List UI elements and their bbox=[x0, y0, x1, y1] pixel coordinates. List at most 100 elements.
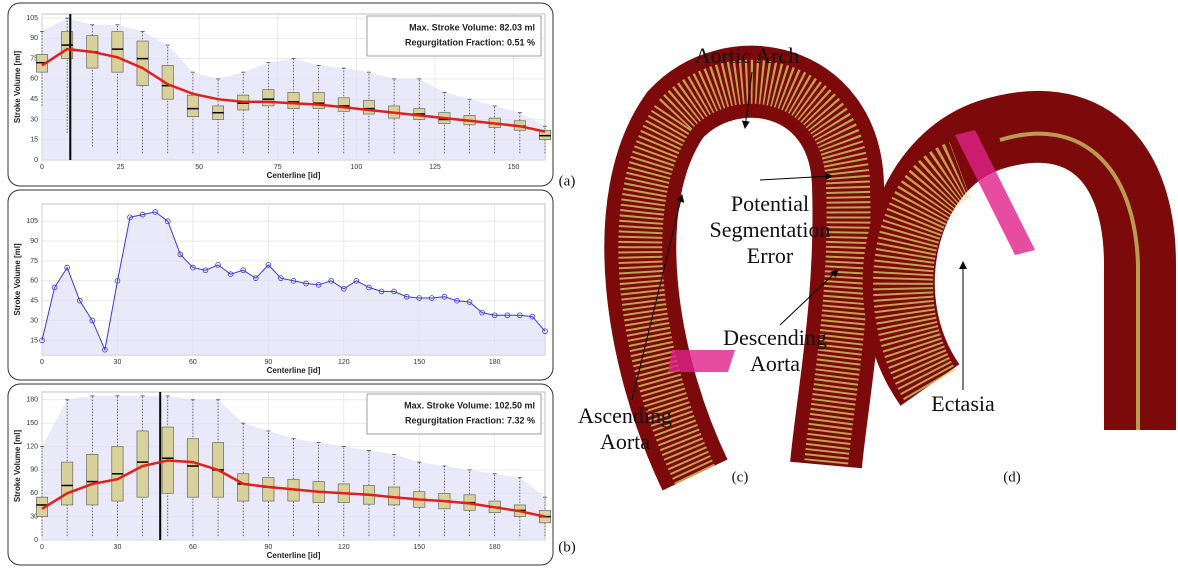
panel-label: (c) bbox=[732, 469, 749, 485]
y-tick-label: 180 bbox=[26, 397, 38, 404]
point bbox=[517, 312, 523, 319]
box bbox=[337, 97, 350, 112]
x-tick-label: 90 bbox=[264, 359, 272, 366]
y-tick-label: 45 bbox=[30, 96, 38, 103]
point bbox=[215, 262, 221, 268]
point bbox=[252, 275, 259, 281]
y-tick-label: 0 bbox=[34, 537, 38, 544]
point bbox=[114, 278, 121, 284]
point bbox=[391, 288, 397, 295]
point bbox=[366, 284, 372, 291]
label-seg-error: Potential bbox=[731, 191, 809, 216]
label-ascending: Aorta bbox=[600, 429, 650, 454]
x-tick-label: 120 bbox=[338, 544, 350, 551]
point bbox=[466, 299, 473, 305]
point bbox=[441, 293, 448, 300]
x-tick-label: 60 bbox=[189, 359, 197, 366]
box bbox=[262, 89, 275, 107]
point bbox=[491, 312, 498, 319]
point bbox=[39, 337, 45, 344]
point bbox=[76, 297, 83, 304]
point bbox=[127, 214, 133, 221]
point bbox=[265, 262, 272, 268]
annotation: Max. Stroke Volume: 102.50 ml bbox=[404, 400, 535, 410]
point bbox=[378, 288, 385, 295]
point bbox=[278, 275, 284, 281]
label-ectasia: Ectasia bbox=[931, 391, 995, 416]
label-ascending: Ascending bbox=[578, 403, 672, 428]
point bbox=[152, 209, 158, 215]
y-tick-label: 90 bbox=[30, 35, 38, 42]
y-tick-label: 30 bbox=[30, 317, 38, 324]
x-axis-label: Centerline [id] bbox=[267, 366, 321, 375]
chart: 0 15 30 45 60 75 90 105 0 25 50 75 100 125 150 Centerli… bbox=[7, 2, 554, 187]
label-aortic-arch: Aortic Arch bbox=[695, 43, 799, 68]
x-axis-label: Centerline [id] bbox=[267, 551, 321, 560]
y-tick-label: 60 bbox=[30, 490, 38, 497]
y-tick-label: 120 bbox=[26, 443, 38, 450]
x-tick-label: 150 bbox=[413, 359, 425, 366]
x-tick-label: 25 bbox=[117, 164, 125, 171]
box bbox=[86, 454, 99, 506]
y-tick-label: 15 bbox=[30, 337, 38, 344]
y-tick-label: 30 bbox=[30, 116, 38, 123]
x-tick-label: 0 bbox=[40, 164, 44, 171]
chart: 15 30 45 60 75 90 105 0 30 60 90 120 150 180 Centerlin… bbox=[7, 189, 554, 381]
point bbox=[353, 278, 360, 284]
chart: 0 30 60 90 120 150 180 0 30 60 90 120 150 180 Centerli… bbox=[7, 383, 554, 566]
y-axis-label: Stroke Volume [ml] bbox=[13, 430, 22, 503]
box bbox=[312, 92, 325, 109]
y-tick-label: 90 bbox=[30, 238, 38, 245]
point bbox=[227, 271, 234, 278]
x-tick-label: 100 bbox=[351, 164, 363, 171]
x-tick-label: 150 bbox=[508, 164, 520, 171]
point bbox=[177, 251, 184, 258]
aorta-render-c bbox=[604, 45, 885, 491]
x-tick-label: 50 bbox=[195, 164, 203, 171]
box bbox=[136, 40, 149, 86]
y-tick-label: 75 bbox=[30, 258, 38, 265]
annotation: Regurgitation Fraction: 0.51 % bbox=[405, 37, 535, 47]
point bbox=[315, 281, 322, 288]
x-tick-label: 125 bbox=[429, 164, 441, 171]
box bbox=[61, 461, 74, 506]
box bbox=[362, 100, 375, 115]
point bbox=[89, 317, 96, 324]
y-tick-label: 105 bbox=[26, 15, 38, 22]
render-annotations: Aortic Arch Potential Segmentation Error… bbox=[558, 43, 1021, 555]
point bbox=[542, 328, 548, 334]
y-tick-label: 75 bbox=[30, 55, 38, 62]
aorta-render-d bbox=[862, 90, 1176, 430]
x-tick-label: 0 bbox=[40, 544, 44, 551]
box bbox=[186, 438, 199, 498]
y-tick-label: 90 bbox=[30, 467, 38, 474]
point bbox=[240, 267, 247, 274]
label-seg-error: Segmentation bbox=[710, 217, 831, 242]
box bbox=[262, 477, 275, 502]
y-tick-label: 15 bbox=[30, 137, 38, 144]
x-tick-label: 30 bbox=[114, 359, 122, 366]
box bbox=[287, 92, 300, 109]
point bbox=[202, 267, 209, 274]
panel-label: (d) bbox=[1003, 469, 1021, 485]
x-tick-label: 75 bbox=[274, 164, 282, 171]
fit-line bbox=[41, 459, 546, 518]
point bbox=[479, 309, 485, 316]
x-tick-label: 180 bbox=[489, 544, 501, 551]
label-descending: Aorta bbox=[750, 351, 800, 376]
label-seg-error: Error bbox=[747, 243, 794, 268]
point bbox=[429, 295, 435, 301]
point bbox=[51, 284, 58, 291]
x-tick-label: 180 bbox=[489, 359, 501, 366]
x-tick-label: 0 bbox=[40, 359, 44, 366]
point bbox=[454, 297, 460, 304]
point bbox=[504, 312, 511, 319]
fit-line bbox=[41, 47, 546, 133]
box bbox=[186, 94, 199, 118]
point bbox=[416, 295, 423, 301]
point bbox=[403, 293, 410, 300]
line bbox=[41, 211, 546, 352]
y-tick-label: 150 bbox=[26, 420, 38, 427]
annotation: Max. Stroke Volume: 82.03 ml bbox=[409, 22, 535, 32]
